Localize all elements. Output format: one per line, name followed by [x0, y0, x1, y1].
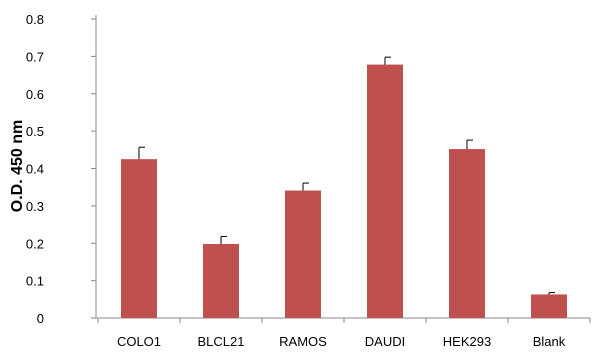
x-tick-label: Blank [533, 334, 566, 349]
y-ticks: 0 0.1 0.2 0.3 0.4 0.5 0.6 0.7 0.8 [26, 12, 96, 326]
x-tick-label: HEK293 [443, 334, 491, 349]
x-tick-label: DAUDI [365, 334, 405, 349]
x-ticks: COLO1 BLCL21 RAMOS DAUDI HEK293 Blank [97, 318, 591, 349]
y-tick-label: 0.3 [26, 199, 44, 214]
y-tick-label: 0.2 [26, 236, 44, 251]
y-tick-label: 0.8 [26, 12, 44, 27]
y-tick-label: 0.5 [26, 124, 44, 139]
axes [95, 15, 590, 319]
x-tick-label: BLCL21 [198, 334, 245, 349]
error-bar-colo1 [138, 146, 145, 160]
y-tick-label: 0.4 [26, 162, 44, 177]
error-bar-hek293 [466, 139, 473, 150]
error-bar-blank [548, 292, 555, 295]
y-axis-label: O.D. 450 nm [9, 120, 26, 212]
y-tick-label: 0.7 [26, 49, 44, 64]
error-bar-ramos [302, 182, 309, 191]
x-tick-label: RAMOS [279, 334, 327, 349]
bars [121, 64, 567, 318]
bar-daudi [367, 64, 403, 318]
bar-ramos [285, 190, 321, 318]
bar-colo1 [121, 159, 157, 318]
error-bar-daudi [384, 56, 391, 65]
bar-hek293 [449, 149, 485, 318]
error-bars [138, 56, 555, 295]
y-tick-label: 0.1 [26, 274, 44, 289]
x-tick-label: COLO1 [117, 334, 161, 349]
y-tick-label: 0.6 [26, 87, 44, 102]
bar-blcl21 [203, 243, 239, 318]
error-bar-blcl21 [220, 236, 227, 244]
y-tick-label: 0 [37, 311, 44, 326]
bar-blank [531, 294, 567, 318]
